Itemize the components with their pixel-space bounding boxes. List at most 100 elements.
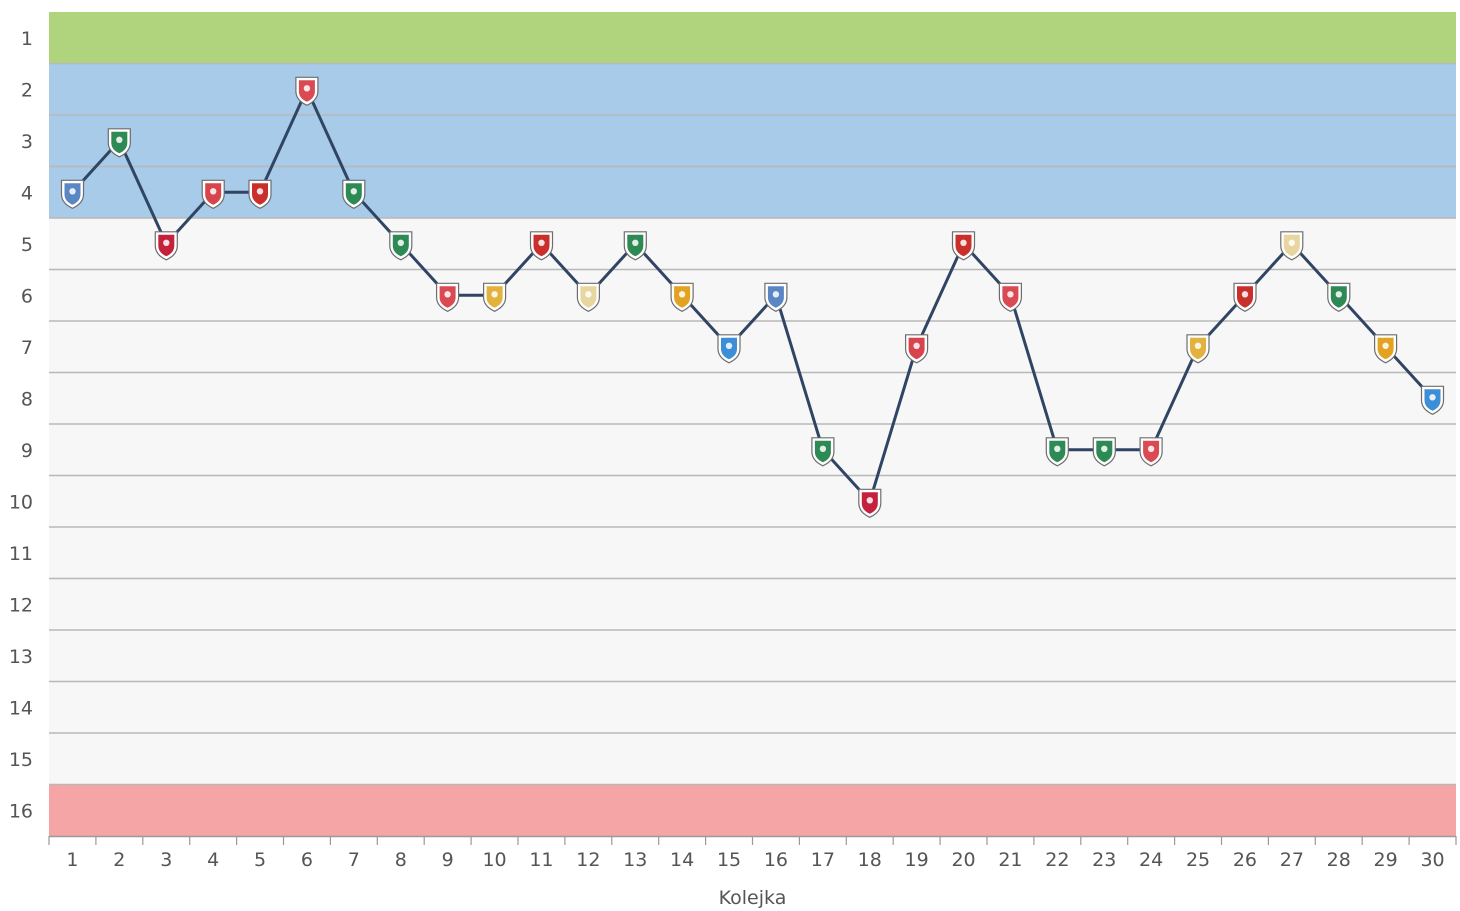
x-tick-label: 13 <box>623 849 647 871</box>
x-tick-label: 22 <box>1045 849 1069 871</box>
x-tick-label: 12 <box>576 849 600 871</box>
pogon-crest-icon <box>576 282 601 312</box>
y-tick-label: 7 <box>21 337 33 359</box>
crest-emblem <box>1335 291 1342 298</box>
crest-emblem <box>163 239 170 246</box>
x-tick-label: 6 <box>301 849 313 871</box>
wisla-plock-crest-icon <box>1420 385 1445 415</box>
crest-emblem <box>678 291 686 298</box>
y-tick-label: 12 <box>9 594 33 616</box>
x-tick-label: 15 <box>717 849 741 871</box>
y-tick-label: 3 <box>21 131 33 153</box>
x-tick-label: 7 <box>348 849 360 871</box>
cracovia-crest-icon <box>904 334 929 364</box>
jagiellonia-crest-icon <box>951 231 976 261</box>
x-tick-label: 10 <box>482 849 506 871</box>
x-tick-label: 8 <box>395 849 407 871</box>
warta-crest-icon <box>107 128 131 158</box>
jagiellonia-crest-icon <box>248 179 272 209</box>
rakow-crest-icon <box>154 231 178 261</box>
x-tick-label: 26 <box>1233 849 1257 871</box>
x-tick-label: 5 <box>254 849 266 871</box>
y-tick-label: 8 <box>21 388 33 410</box>
crest-emblem <box>960 239 967 246</box>
crest-emblem <box>1429 394 1436 401</box>
crest-emblem <box>350 188 357 195</box>
crest-emblem <box>1007 291 1014 298</box>
crest-emblem <box>1382 342 1389 349</box>
x-tick-label: 29 <box>1374 849 1398 871</box>
y-tick-label: 1 <box>21 28 33 50</box>
slask-crest-icon <box>623 231 647 261</box>
wisla-crest-icon <box>529 231 554 261</box>
crest-emblem <box>397 239 404 246</box>
rakow-crest-icon <box>858 488 882 518</box>
crest-emblem <box>1054 445 1061 452</box>
y-tick-label: 16 <box>9 800 33 822</box>
gornik-crest-icon <box>295 76 319 106</box>
legia-crest-icon <box>1045 437 1069 467</box>
zone-band <box>49 12 1456 64</box>
y-tick-label: 5 <box>21 234 33 256</box>
x-tick-label: 17 <box>811 849 835 871</box>
y-tick-label: 4 <box>21 182 33 204</box>
stal-crest-icon <box>1186 334 1210 364</box>
x-tick-label: 1 <box>66 849 78 871</box>
x-tick-label: 2 <box>113 849 125 871</box>
x-axis: 1 2 3 4 5 6 7 8 9 10 11 12 13 14 15 16 17 18 19 20 21 22 23 24 2… <box>48 835 1457 871</box>
pogon-szczecin-crest-icon <box>670 282 694 312</box>
y-tick-label: 2 <box>21 79 33 101</box>
series-group <box>60 76 1445 518</box>
crest-emblem <box>1194 342 1202 349</box>
crest-emblem <box>772 291 780 298</box>
crest-emblem <box>210 188 217 195</box>
crest-emblem <box>256 188 264 195</box>
y-tick-label: 11 <box>9 543 33 565</box>
lech-crest-icon <box>60 179 85 209</box>
crest-emblem <box>491 291 498 298</box>
pogon-szczecin-crest-icon <box>1373 334 1398 364</box>
y-tick-label: 6 <box>21 285 33 307</box>
x-tick-label: 24 <box>1139 849 1163 871</box>
crest-emblem <box>1241 291 1249 298</box>
x-tick-label: 28 <box>1327 849 1351 871</box>
wisla-crest-icon <box>1233 282 1257 312</box>
slask-crest-icon <box>1327 282 1351 312</box>
x-axis-title: Kolejka <box>719 887 787 909</box>
crest-emblem <box>913 342 920 349</box>
cracovia-crest-icon <box>201 179 225 209</box>
lechia-crest-icon <box>389 231 413 261</box>
gornik-crest-icon <box>998 282 1023 312</box>
x-tick-label: 20 <box>951 849 975 871</box>
x-tick-label: 19 <box>905 849 929 871</box>
y-tick-label: 15 <box>9 749 33 771</box>
y-tick-label: 14 <box>9 697 33 719</box>
crest-emblem <box>303 85 311 92</box>
x-tick-label: 4 <box>207 849 219 871</box>
crest-emblem <box>819 445 827 452</box>
stal-crest-icon <box>483 282 507 312</box>
crest-emblem <box>1288 239 1295 246</box>
crest-emblem <box>1101 445 1108 452</box>
x-tick-label: 21 <box>998 849 1022 871</box>
crest-emblem <box>69 188 76 195</box>
piast-crest-icon <box>436 282 460 312</box>
y-tick-label: 9 <box>21 440 33 462</box>
crest-emblem <box>444 291 451 298</box>
crest-emblem <box>585 291 592 298</box>
crest-emblem <box>632 239 639 246</box>
wisla-plock-crest-icon <box>717 334 741 364</box>
crest-emblem <box>725 342 733 349</box>
y-tick-label: 10 <box>9 491 33 513</box>
crest-emblem <box>1147 445 1155 452</box>
warta-crest-icon <box>811 437 835 467</box>
x-tick-label: 3 <box>160 849 172 871</box>
x-tick-label: 27 <box>1280 849 1304 871</box>
x-tick-label: 9 <box>442 849 454 871</box>
x-tick-label: 18 <box>858 849 882 871</box>
crest-emblem <box>866 497 873 504</box>
y-tick-label: 13 <box>9 646 33 668</box>
x-tick-label: 25 <box>1186 849 1210 871</box>
crest-emblem <box>116 136 123 143</box>
